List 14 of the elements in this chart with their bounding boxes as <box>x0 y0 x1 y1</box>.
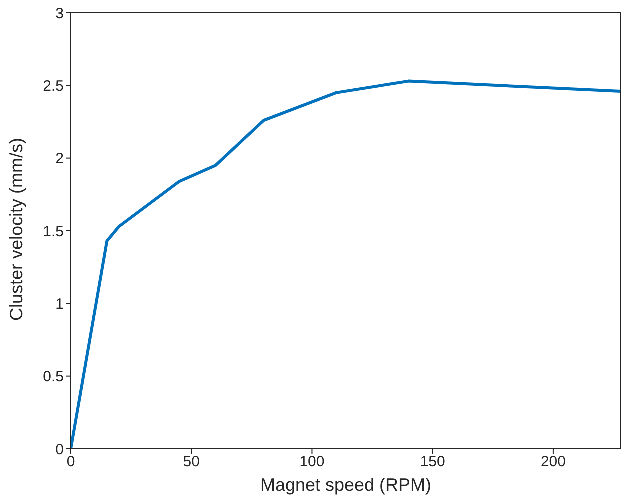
y-tick-label: 0 <box>56 441 64 458</box>
x-tick-label: 50 <box>183 454 200 471</box>
x-axis-title: Magnet speed (RPM) <box>260 475 432 495</box>
y-tick-label: 2 <box>56 150 64 168</box>
y-tick-label: 1 <box>56 296 64 313</box>
y-tick-label: 2.5 <box>43 78 64 95</box>
y-tick-label: 0.5 <box>43 368 64 386</box>
x-tick-label: 100 <box>300 454 325 471</box>
y-axis-title: Cluster velocity (mm/s) <box>6 138 26 321</box>
x-tick-label: 150 <box>420 454 446 471</box>
y-tick-label: 3 <box>56 5 64 22</box>
y-tick-label: 1.5 <box>43 223 64 240</box>
x-tick-label: 0 <box>66 454 76 471</box>
x-tick-label: 200 <box>540 454 566 471</box>
